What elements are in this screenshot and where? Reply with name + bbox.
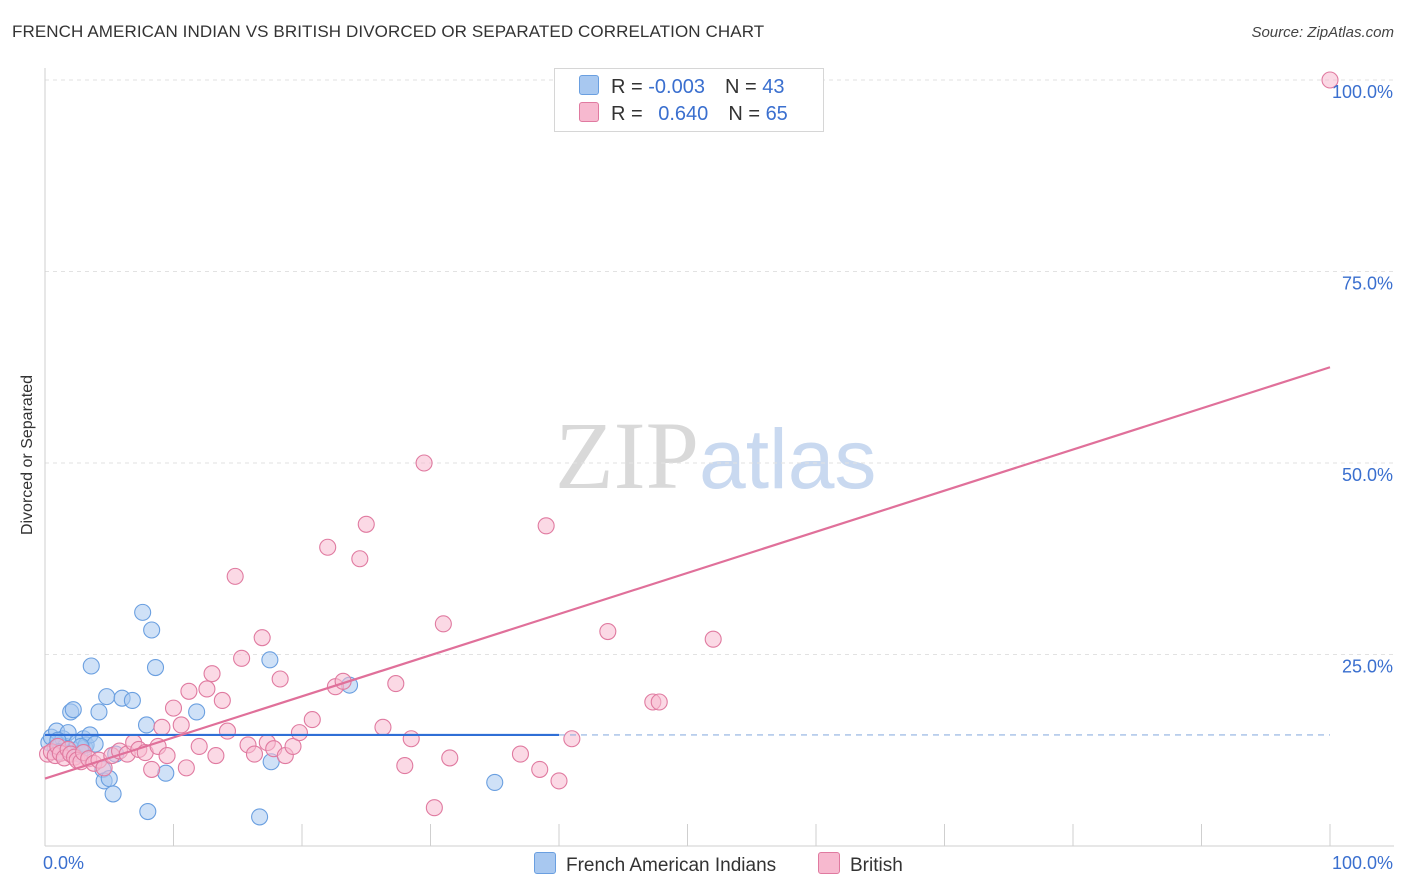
chart-source: Source: ZipAtlas.com — [1251, 24, 1394, 41]
point-british-27 — [172, 716, 190, 734]
legend-row-french-american-indians: R = -0.003 N = 43 — [579, 75, 784, 99]
y-tick-label-25: 25.0% — [1342, 657, 1393, 677]
legend-n-value: 43 — [762, 76, 785, 98]
legend-n-label: N = — [728, 103, 766, 125]
point-british-43 — [271, 670, 289, 688]
point-british-35 — [218, 722, 237, 740]
point-british-32 — [203, 665, 221, 683]
point-british-63 — [537, 517, 555, 535]
legend-r-value: 0.640 — [658, 103, 709, 125]
y-tick-label-100: 100.0% — [1332, 82, 1393, 102]
axes — [44, 68, 1394, 847]
point-british-58 — [425, 799, 443, 817]
point-british-47 — [303, 711, 321, 729]
bottom-legend-british: British — [818, 852, 903, 877]
point-british-61 — [511, 745, 530, 763]
point-british-29 — [180, 682, 198, 700]
watermark-atlas: atlas — [699, 412, 877, 506]
point-french-american-indians-32 — [146, 658, 165, 677]
point-british-46 — [290, 724, 308, 742]
point-british-68 — [650, 693, 668, 711]
point-french-american-indians-28 — [134, 603, 152, 621]
grid-lines — [45, 79, 1394, 655]
legend-r-label: R = — [611, 76, 649, 98]
point-french-american-indians-35 — [261, 651, 279, 669]
watermark: ZIPatlas — [555, 400, 876, 511]
legend-swatch-blue — [579, 75, 599, 95]
point-british-28 — [177, 759, 195, 777]
point-french-american-indians-22 — [98, 688, 116, 706]
bottom-legend-label: British — [850, 855, 903, 876]
legend-row-british: R = 0.640 N = 65 — [579, 102, 788, 126]
bottom-legend-label: French American Indians — [566, 855, 777, 876]
point-british-48 — [319, 538, 337, 556]
bottom-legend-swatch-blue — [534, 852, 556, 874]
axis-ticks — [173, 824, 1331, 846]
x-tick-label-100: 100.0% — [1332, 853, 1393, 873]
point-french-american-indians-24 — [104, 785, 122, 803]
point-british-66 — [599, 622, 617, 641]
bottom-legend-french-american-indians: French American Indians — [534, 852, 776, 877]
legend-swatch-pink — [579, 102, 599, 122]
y-tick-label-75: 75.0% — [1342, 274, 1393, 294]
point-british-25 — [158, 747, 176, 765]
point-british-37 — [233, 649, 251, 667]
point-french-american-indians-17 — [82, 657, 100, 675]
trend-line-british — [44, 366, 1331, 780]
point-british-70 — [1321, 71, 1339, 89]
point-french-american-indians-30 — [139, 802, 157, 821]
point-british-26 — [164, 699, 183, 717]
legend-n-value: 65 — [765, 103, 788, 125]
point-french-american-indians-39 — [486, 773, 504, 791]
point-british-62 — [531, 760, 549, 778]
point-british-34 — [213, 691, 231, 710]
point-french-american-indians-37 — [251, 808, 269, 826]
data-points — [39, 71, 1339, 826]
stats-legend: R = -0.003 N = 43 R = 0.640 N = 65 — [554, 68, 824, 132]
point-british-59 — [434, 615, 452, 633]
point-british-22 — [143, 760, 161, 778]
point-british-51 — [351, 550, 369, 568]
point-french-american-indians-9 — [64, 701, 82, 719]
legend-r-label: R = — [611, 103, 649, 125]
point-french-american-indians-33 — [157, 764, 175, 782]
point-british-56 — [402, 730, 420, 748]
y-tick-label-50: 50.0% — [1342, 465, 1393, 485]
point-french-american-indians-19 — [90, 703, 108, 721]
point-british-24 — [153, 718, 171, 736]
legend-r-value: -0.003 — [648, 76, 705, 98]
trend-lines — [44, 366, 1331, 780]
watermark-zip: ZIP — [555, 402, 699, 509]
point-british-31 — [198, 680, 216, 698]
point-french-american-indians-34 — [188, 703, 206, 721]
x-tick-label-0: 0.0% — [43, 853, 84, 873]
point-british-60 — [441, 749, 459, 767]
point-french-american-indians-27 — [123, 691, 141, 710]
point-british-45 — [284, 737, 302, 755]
point-british-69 — [704, 630, 722, 648]
point-british-53 — [374, 718, 392, 736]
point-british-33 — [207, 747, 225, 765]
point-british-64 — [550, 772, 568, 790]
point-french-american-indians-31 — [143, 621, 161, 639]
point-british-54 — [387, 675, 405, 693]
point-french-american-indians-29 — [137, 716, 156, 734]
point-british-39 — [245, 745, 264, 763]
axis-tick-labels: 25.0% 50.0% 75.0% 100.0% 0.0% 100.0% — [43, 82, 1393, 873]
point-british-55 — [396, 757, 414, 775]
point-british-40 — [253, 629, 271, 647]
point-british-36 — [226, 567, 244, 585]
point-british-30 — [190, 737, 208, 755]
point-british-65 — [563, 730, 581, 748]
bottom-legend-swatch-pink — [818, 852, 840, 874]
chart-title: FRENCH AMERICAN INDIAN VS BRITISH DIVORC… — [12, 22, 765, 41]
point-british-52 — [357, 515, 375, 533]
point-british-57 — [415, 454, 433, 472]
legend-n-label: N = — [724, 76, 763, 98]
